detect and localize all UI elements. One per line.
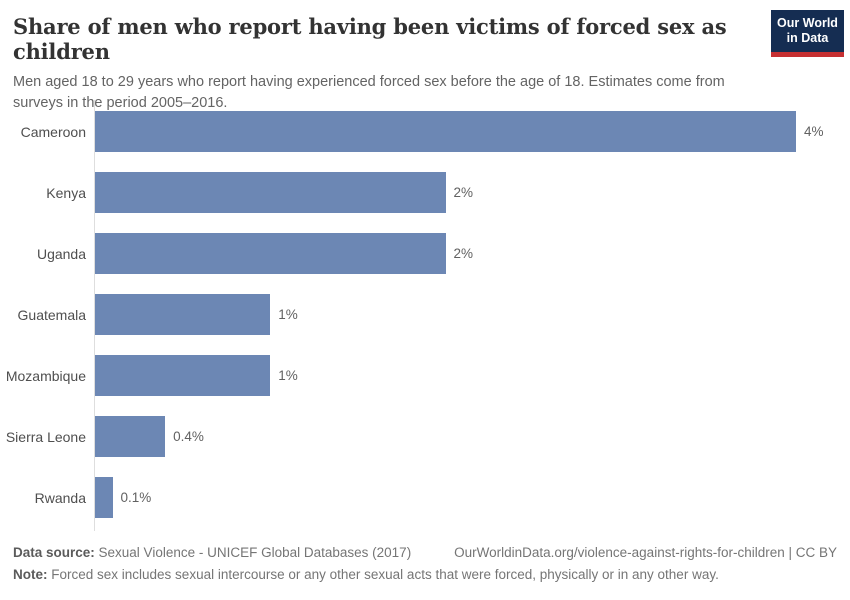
bar (95, 294, 271, 335)
page-title: Share of men who report having been vict… (13, 14, 727, 64)
bar-track: 2% (95, 233, 850, 274)
chart-row: Mozambique 1% (0, 355, 850, 396)
value-label: 0.4% (173, 429, 204, 444)
category-label: Uganda (36, 245, 86, 262)
y-axis-line (94, 100, 95, 531)
bar-chart: Cameroon 4% Kenya 2% Uganda 2% Guatemala 1% Moza… (0, 100, 850, 531)
category-label: Rwanda (34, 489, 86, 506)
value-label: 2% (453, 246, 474, 261)
category-label: Mozambique (5, 367, 86, 384)
value-label: 1% (278, 368, 298, 383)
bar (95, 477, 113, 518)
value-label: 0.1% (120, 490, 152, 505)
bar (95, 355, 271, 396)
bar (95, 111, 796, 152)
bar-track: 1% (95, 355, 850, 396)
note-text: Forced sex includes sexual intercourse o… (47, 567, 719, 582)
chart-row: Kenya 2% (0, 172, 850, 213)
data-source: Data source: Sexual Violence - UNICEF Gl… (13, 545, 411, 560)
chart-row: Uganda 2% (0, 233, 850, 274)
chart-subtitle: Men aged 18 to 29 years who report havin… (13, 74, 725, 112)
bar-track: 2% (95, 172, 850, 213)
value-label: 1% (278, 307, 298, 322)
chart-footer: Data source: Sexual Violence - UNICEF Gl… (13, 545, 837, 582)
chart-row: Sierra Leone 0.4% (0, 416, 850, 457)
bar-track: 0.1% (95, 477, 850, 518)
chart-row: Guatemala 1% (0, 294, 850, 335)
note: Note: Forced sex includes sexual interco… (13, 567, 837, 582)
chart-row: Rwanda 0.1% (0, 477, 850, 518)
bar-track: 4% (95, 111, 850, 152)
chart-row: Cameroon 4% (0, 111, 850, 152)
category-label: Sierra Leone (5, 428, 86, 445)
citation-link[interactable]: OurWorldinData.org/violence-against-righ… (454, 545, 837, 560)
bar-track: 0.4% (95, 416, 850, 457)
value-label: 2% (453, 185, 474, 200)
data-source-text: Sexual Violence - UNICEF Global Database… (94, 545, 412, 560)
bar (95, 172, 446, 213)
value-label: 4% (804, 124, 824, 139)
bar (95, 233, 446, 274)
category-label: Cameroon (20, 123, 86, 140)
owid-logo[interactable]: Our World in Data (771, 10, 844, 57)
bar-track: 1% (95, 294, 850, 335)
data-source-label: Data source: (13, 545, 95, 560)
category-label: Guatemala (17, 306, 86, 323)
chart-header: Share of men who report having been vict… (13, 14, 758, 114)
chart-rows: Cameroon 4% Kenya 2% Uganda 2% Guatemala 1% Moza… (0, 111, 850, 518)
category-label: Kenya (46, 184, 86, 201)
bar (95, 416, 166, 457)
owid-logo-line2: in Data (786, 31, 829, 46)
owid-logo-line1: Our World (777, 16, 838, 30)
note-label: Note: (13, 567, 48, 582)
